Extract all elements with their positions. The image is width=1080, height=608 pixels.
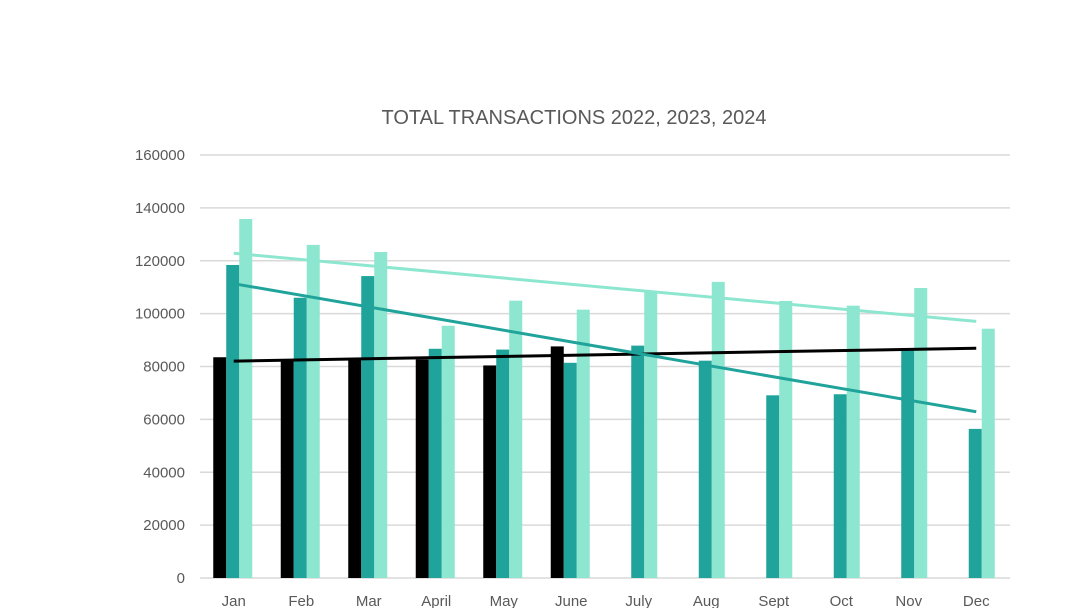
trendline-series-3 [233,251,977,323]
bar-series-1 [483,365,497,578]
y-tick-label: 100000 [135,306,185,323]
bar-series-3 [576,309,590,578]
x-tick-label: Sept [758,593,790,608]
bar-series-1 [415,359,429,578]
bar-series-2 [631,345,645,578]
bar-series-2 [293,297,307,578]
y-tick-label: 60000 [143,411,185,428]
bar-series-3 [914,287,928,578]
x-tick-label: Feb [288,593,314,608]
bar-series-2 [361,276,375,578]
bar-series-3 [779,300,793,578]
x-tick-label: Mar [356,593,382,608]
bar-series-2 [563,362,577,578]
bar-series-2 [766,395,780,578]
bar-series-1 [280,360,294,578]
y-tick-label: 160000 [135,147,185,164]
bar-series-3 [644,291,658,578]
bar-series-3 [509,300,523,578]
x-tick-label: Dec [963,593,990,608]
bar-series-3 [441,325,455,578]
bar-series-2 [428,348,442,578]
x-tick-label: June [555,593,588,608]
bar-series-1 [213,357,227,578]
bar-series-3 [846,305,860,578]
chart-title: TOTAL TRANSACTIONS 2022, 2023, 2024 [382,107,767,129]
bar-series-3 [239,218,253,578]
bar-series-2 [968,428,982,578]
trendline-series-1 [233,346,977,363]
bar-series-3 [981,328,995,578]
bar-series-2 [698,360,712,578]
bar-series-2 [833,394,847,578]
y-tick-label: 0 [177,570,185,587]
x-tick-label: July [625,593,652,608]
bar-series-1 [348,359,362,578]
x-tick-label: April [421,593,451,608]
x-tick-label: Oct [830,593,854,608]
y-tick-label: 20000 [143,517,185,534]
y-tick-label: 40000 [143,464,185,481]
bar-series-2 [226,264,240,578]
y-tick-label: 80000 [143,359,185,376]
bar-series-3 [374,252,388,578]
bar-series-3 [306,244,320,578]
bar-series-2 [901,347,915,578]
x-tick-label: May [490,593,519,608]
x-tick-label: Aug [693,593,720,608]
bar-series-2 [496,349,510,578]
y-tick-label: 120000 [135,253,185,270]
bar-series-3 [711,281,725,578]
x-tick-label: Nov [895,593,922,608]
trendline-series-2 [233,282,977,414]
x-tick-label: Jan [222,593,246,608]
bar-series-1 [550,346,564,578]
y-tick-label: 140000 [135,200,185,217]
